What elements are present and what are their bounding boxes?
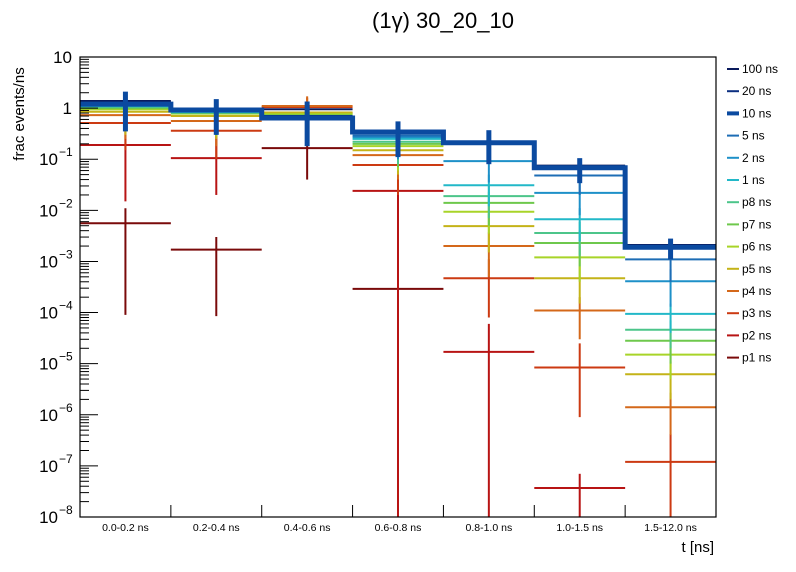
- x-category-label: 1.0-1.5 ns: [556, 522, 603, 534]
- y-tick-label: 10: [39, 252, 58, 271]
- legend-entry: 5 ns: [727, 129, 765, 143]
- y-tick-exponent: −2: [59, 196, 73, 210]
- x-category-label: 0.8-1.0 ns: [466, 522, 513, 534]
- series-layer: [80, 91, 716, 517]
- legend: 100 ns 20 ns 10 ns 5 ns 2 ns 1 ns p8 ns p7 ns p6…: [727, 62, 778, 365]
- y-tick-label: 10: [53, 48, 72, 67]
- y-tick-label: 10: [39, 508, 58, 527]
- plot-frame: [79, 56, 717, 518]
- legend-label: 20 ns: [742, 84, 771, 98]
- y-tick-label: 10: [39, 406, 58, 425]
- legend-entry: p4 ns: [727, 284, 771, 298]
- y-tick-exponent: −4: [59, 299, 73, 313]
- x-category-label: 1.5-12.0 ns: [644, 522, 697, 534]
- legend-label: p1 ns: [742, 351, 771, 365]
- legend-entry: 100 ns: [727, 62, 778, 76]
- x-category-label: 0.6-0.8 ns: [375, 522, 422, 534]
- y-tick-exponent: −1: [59, 145, 73, 159]
- legend-label: p6 ns: [742, 240, 771, 254]
- legend-entry: 2 ns: [727, 151, 765, 165]
- y-tick-exponent: −7: [59, 452, 73, 466]
- legend-label: p2 ns: [742, 328, 771, 342]
- legend-label: 1 ns: [742, 173, 765, 187]
- legend-label: p8 ns: [742, 195, 771, 209]
- series-p1-ns: [80, 129, 444, 517]
- legend-label: 5 ns: [742, 129, 765, 143]
- legend-entry: 20 ns: [727, 84, 771, 98]
- legend-entry: p1 ns: [727, 351, 771, 365]
- legend-entry: p5 ns: [727, 262, 771, 276]
- legend-entry: p8 ns: [727, 195, 771, 209]
- series-10-ns: [80, 91, 716, 260]
- legend-label: p3 ns: [742, 306, 771, 320]
- legend-label: 2 ns: [742, 151, 765, 165]
- y-tick-exponent: −6: [59, 401, 73, 415]
- y-tick-label: 10: [39, 355, 58, 374]
- x-axis-label: t [ns]: [681, 539, 714, 556]
- legend-label: p5 ns: [742, 262, 771, 276]
- legend-entry: p2 ns: [727, 328, 771, 342]
- y-tick-exponent: −8: [59, 503, 73, 517]
- legend-entry: 10 ns: [727, 106, 771, 120]
- legend-label: 10 ns: [742, 106, 771, 120]
- y-tick-label: 1: [63, 99, 72, 118]
- legend-entry: 1 ns: [727, 173, 765, 187]
- legend-entry: p6 ns: [727, 240, 771, 254]
- y-tick-label: 10: [39, 304, 58, 323]
- legend-label: p4 ns: [742, 284, 771, 298]
- chart-title: (1γ) 30_20_10: [372, 8, 514, 33]
- y-tick-exponent: −3: [59, 247, 73, 261]
- legend-entry: p7 ns: [727, 217, 771, 231]
- y-axis-label: frac events/ns: [11, 67, 28, 160]
- x-category-label: 0.0-0.2 ns: [102, 522, 149, 534]
- y-tick-label: 10: [39, 150, 58, 169]
- legend-label: 100 ns: [742, 62, 778, 76]
- legend-entry: p3 ns: [727, 306, 771, 320]
- legend-label: p7 ns: [742, 217, 771, 231]
- y-tick-label: 10: [39, 201, 58, 220]
- x-category-label: 0.4-0.6 ns: [284, 522, 331, 534]
- y-tick-exponent: −5: [59, 350, 73, 364]
- x-category-label: 0.2-0.4 ns: [193, 522, 240, 534]
- y-tick-label: 10: [39, 457, 58, 476]
